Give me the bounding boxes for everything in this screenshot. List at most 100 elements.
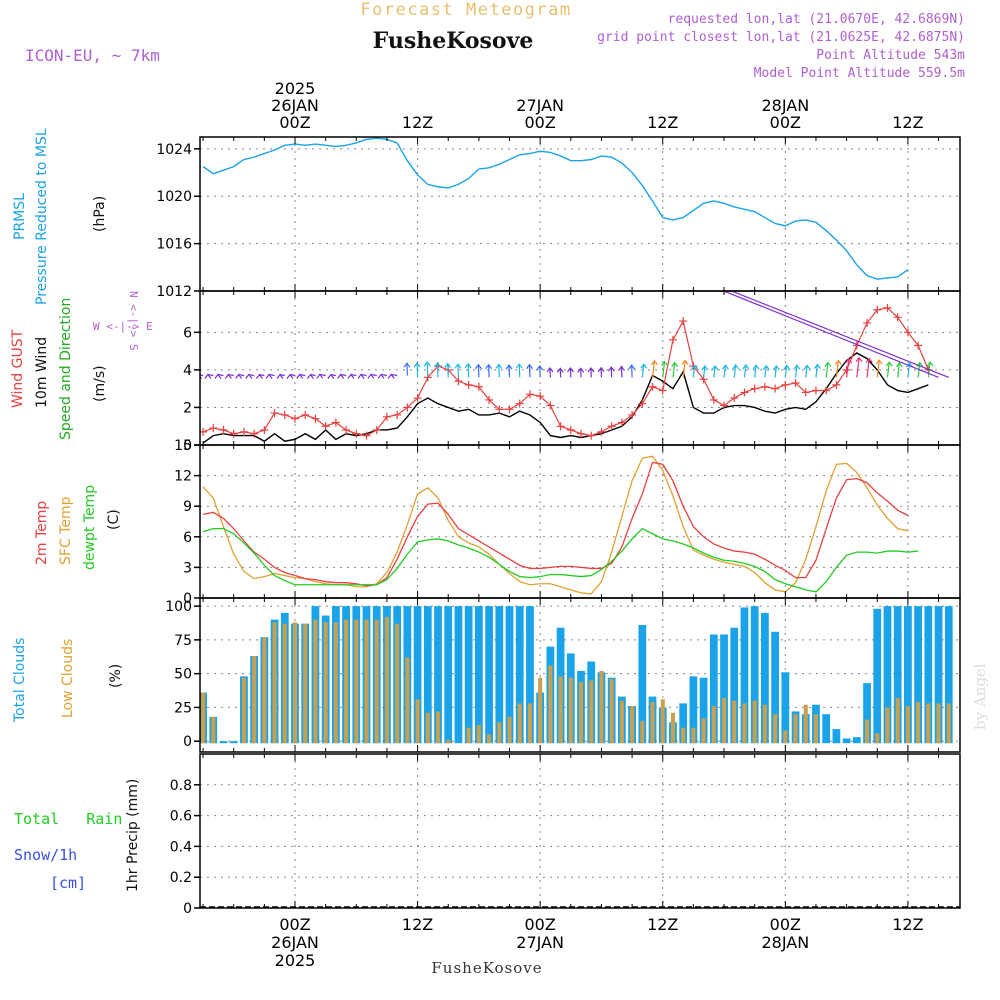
low-cloud-bar [895, 697, 900, 744]
precip-labels: Total Rain Snow/1h [cm] 1hr Precip (mm) [14, 779, 141, 892]
wind-arrow [825, 362, 829, 378]
low-cloud-bar [292, 622, 298, 744]
y-tick-label: 0.2 [170, 870, 192, 886]
wind-arrow-head [245, 373, 253, 379]
wind-arrow [340, 373, 347, 377]
wind-gust-marker [893, 313, 902, 322]
watermark: by Angel [971, 663, 989, 730]
low-cloud-bar [282, 623, 287, 744]
wind-arrow [672, 362, 676, 378]
wind-arrow [682, 360, 686, 378]
low-cloud-bar [211, 716, 216, 744]
low-cloud-bar [497, 722, 502, 744]
low-cloud-bar [926, 703, 931, 744]
y-tick-label: 0.4 [170, 839, 192, 855]
panel-content [200, 291, 949, 444]
wind-arrow-head [265, 373, 273, 379]
wind-arrow [436, 362, 439, 378]
wind-arrow-head [681, 359, 689, 365]
wind-arrow-head [357, 373, 365, 379]
wind-gust-marker [260, 425, 269, 434]
low-cloud-bar [875, 733, 880, 744]
low-cloud-bar [344, 619, 349, 744]
total-cloud-bar [699, 677, 708, 744]
wind-arrow-head [377, 373, 385, 379]
wind-gust-marker [720, 401, 729, 410]
y-tick-label: 6 [183, 530, 192, 546]
wind-arrow-head [772, 365, 780, 371]
y-tick-label: 4 [183, 363, 192, 379]
low-cloud-bar [793, 714, 798, 744]
bottom-time-label: 28JAN [761, 933, 809, 952]
total-cloud-bar [771, 631, 779, 744]
wind-arrow-head [276, 373, 284, 379]
wind-arrow [416, 362, 419, 378]
y-tick-label: 1020 [156, 189, 192, 205]
temp-2m-line [202, 461, 909, 587]
wind-gust-marker [393, 410, 402, 419]
wind-arrow-head [793, 364, 801, 370]
wind-gust-marker [413, 394, 422, 403]
y-tick-label: 9 [183, 499, 192, 515]
wind-gust-marker [301, 410, 310, 419]
wind-gust-marker [454, 377, 463, 386]
top-time-label: 12Z [892, 113, 923, 132]
y-tick-label: 1012 [156, 284, 192, 300]
wind-arrow-head [813, 363, 821, 369]
total-cloud-bar [709, 634, 718, 744]
y-tick-label: 3 [183, 560, 192, 576]
wind-arrow-head [464, 362, 472, 369]
wind-arrow [426, 362, 429, 378]
bottom-time-label: 00Z [524, 915, 555, 934]
pressure-desc: Pressure Reduced to MSL [34, 128, 50, 305]
temp-dewpt-line [202, 527, 919, 593]
wind-arrow-head [661, 360, 669, 366]
temp-dew-label: dewpt Temp [82, 485, 98, 570]
wind-gust-marker [219, 425, 228, 434]
pressure-unit: (hPa) [92, 196, 108, 232]
wind-arrow [754, 365, 757, 378]
wind-arrow [692, 365, 696, 378]
pressure-labels: PRMSL Pressure Reduced to MSL (hPa) [12, 128, 108, 305]
wind-arrow-head [650, 359, 658, 366]
y-tick-label: 2 [183, 400, 192, 416]
low-cloud-bar [201, 692, 206, 744]
total-cloud-bar [893, 606, 902, 744]
wind-arrow [641, 364, 645, 378]
wind-arrow [729, 291, 949, 378]
top-time-label: 00Z [279, 113, 310, 132]
model-altitude: Model Point Altitude 559.5m [754, 66, 965, 81]
wind-arrow-head [337, 373, 345, 379]
wind-gust-marker [505, 405, 514, 414]
low-cloud-bar [670, 712, 675, 744]
wind-arrow [723, 365, 727, 378]
wind-arrow [764, 365, 767, 378]
wind-gust-marker [577, 429, 586, 438]
panel-content [202, 137, 909, 280]
low-cloud-bar [527, 703, 532, 744]
wind-arrow [370, 373, 377, 377]
wind-arrow [350, 373, 357, 377]
wind-arrow-head [347, 373, 355, 379]
wind-arrow-head [834, 359, 842, 365]
total-cloud-bar [781, 672, 790, 744]
low-cloud-bar [272, 622, 277, 744]
wind-arrow [866, 358, 870, 378]
low-clouds-label: Low Clouds [60, 639, 76, 718]
wind-gust-marker [730, 394, 739, 403]
top-time-label: 26JAN [271, 96, 319, 115]
low-cloud-bar [415, 699, 420, 744]
location-title: FusheKosove [373, 28, 534, 54]
total-cloud-bar [873, 608, 882, 744]
low-cloud-bar [916, 702, 921, 744]
low-cloud-bar [446, 739, 451, 744]
low-cloud-bar [405, 657, 410, 744]
low-cloud-bar [262, 637, 267, 744]
wind-gust-marker [229, 429, 238, 438]
total-cloud-bar [526, 606, 534, 744]
bottom-time-label: 27JAN [516, 933, 564, 952]
wind-arrow [713, 365, 716, 378]
wind-gust-marker [382, 412, 391, 421]
